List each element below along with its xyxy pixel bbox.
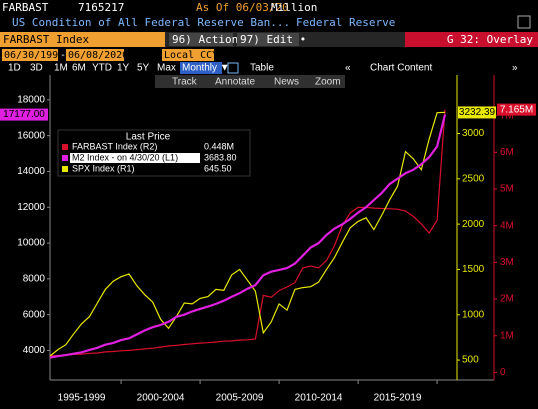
y3-tick-label: 0 bbox=[500, 367, 506, 378]
as-of: As Of 06/03/20 bbox=[196, 1, 289, 14]
y2-tick-label: 500 bbox=[462, 355, 479, 366]
period-button[interactable]: 3D bbox=[30, 63, 43, 74]
function-box bbox=[405, 32, 538, 47]
x-tick-label: 2015-2019 bbox=[374, 393, 422, 404]
y-tick-label: 4000 bbox=[23, 345, 46, 356]
series-line bbox=[49, 109, 446, 357]
last-value-label: 7.165M bbox=[500, 104, 533, 115]
legend-value: 3683.80 bbox=[204, 152, 237, 162]
end-date: 06/08/2020 bbox=[68, 50, 128, 61]
legend-swatch bbox=[62, 166, 68, 172]
last-value: 7165217 bbox=[78, 1, 124, 14]
edit-button[interactable] bbox=[237, 33, 299, 46]
expand[interactable]: » bbox=[512, 63, 518, 74]
y3-tick-label: 2M bbox=[500, 294, 514, 305]
tool-button[interactable]: Annotate bbox=[215, 77, 255, 88]
series-line bbox=[49, 111, 446, 357]
collapse[interactable]: « bbox=[345, 63, 351, 74]
legend-value: 0.448M bbox=[204, 141, 234, 151]
start-date-field[interactable] bbox=[2, 49, 58, 61]
security: FARBAST Index bbox=[3, 33, 89, 46]
start-date: 06/30/1995 bbox=[4, 50, 64, 61]
chart-content[interactable]: Chart Content bbox=[370, 63, 432, 74]
legend-value: 645.50 bbox=[204, 163, 232, 173]
y-tick-label: 18000 bbox=[17, 94, 45, 105]
frequency-button[interactable] bbox=[180, 62, 222, 74]
period-button[interactable]: Max bbox=[157, 63, 176, 74]
x-tick-label: 2005-2009 bbox=[216, 393, 264, 404]
currency: Local CCY bbox=[164, 50, 218, 61]
y-tick-label: 14000 bbox=[17, 166, 45, 177]
function: G 32: Overlay bbox=[447, 33, 533, 46]
y2-tick-label: 2500 bbox=[462, 173, 485, 184]
y2-tick-label: 1500 bbox=[462, 264, 485, 275]
y-tick-label: 6000 bbox=[23, 309, 46, 320]
period-button[interactable]: YTD bbox=[92, 63, 112, 74]
period-button[interactable]: 6M bbox=[72, 63, 86, 74]
table[interactable]: Table bbox=[250, 63, 274, 74]
end-date-field[interactable] bbox=[66, 49, 124, 61]
y-tick-label: 10000 bbox=[17, 238, 45, 249]
period-button[interactable]: 1D bbox=[8, 63, 21, 74]
y2-tick-label: 1000 bbox=[462, 309, 485, 320]
y2-tick-label: 3000 bbox=[462, 128, 485, 139]
period-button[interactable]: 1Y bbox=[117, 63, 130, 74]
legend-swatch bbox=[62, 155, 68, 161]
actions-button[interactable] bbox=[169, 33, 233, 46]
last-value-label: 17177.00 bbox=[3, 109, 45, 120]
x-tick-label: 2000-2004 bbox=[137, 393, 185, 404]
y2-tick-label: 2000 bbox=[462, 219, 485, 230]
source: Federal Reserve bbox=[296, 16, 395, 29]
period-button[interactable]: 5Y bbox=[137, 63, 150, 74]
y3-tick-label: 5M bbox=[500, 184, 514, 195]
legend-label: FARBAST Index (R2) bbox=[72, 141, 157, 151]
legend-swatch bbox=[62, 144, 68, 150]
y3-tick-label: 6M bbox=[500, 147, 514, 158]
x-tick-label: 2010-2014 bbox=[295, 393, 343, 404]
series-line bbox=[49, 114, 447, 359]
tool-button[interactable]: Track bbox=[172, 77, 198, 88]
last-value-tag bbox=[0, 108, 48, 121]
security-field[interactable] bbox=[0, 32, 165, 47]
ticker: FARBAST bbox=[2, 1, 49, 14]
y3-tick-label: 3M bbox=[500, 257, 514, 268]
y3-tick-label: 4M bbox=[500, 220, 514, 231]
legend-label: M2 Index - on 4/30/20 (L1) bbox=[72, 152, 178, 162]
x-tick-label: 1995-1999 bbox=[58, 393, 106, 404]
date-dash: - bbox=[60, 50, 66, 61]
tools-bar bbox=[155, 75, 345, 88]
unit: Million bbox=[271, 1, 317, 14]
y3-tick-label: 1M bbox=[500, 330, 514, 341]
currency-field[interactable] bbox=[162, 49, 214, 61]
y3-tick-label: 7M bbox=[500, 110, 514, 121]
frequency: Monthly ▼ bbox=[182, 63, 230, 74]
tool-button[interactable]: News bbox=[274, 77, 299, 88]
last-value-label: 3232.39 bbox=[459, 107, 496, 118]
actions: 96) Actions • bbox=[172, 33, 258, 46]
y-tick-label: 8000 bbox=[23, 273, 46, 284]
last-value-tag bbox=[497, 103, 536, 116]
legend-highlight bbox=[70, 153, 200, 163]
tool-button[interactable]: Zoom bbox=[315, 77, 341, 88]
period-button[interactable]: 1M bbox=[54, 63, 68, 74]
last-value-tag bbox=[458, 106, 496, 119]
legend-label: SPX Index (R1) bbox=[72, 163, 135, 173]
y-tick-label: 16000 bbox=[17, 130, 45, 141]
y-tick-label: 12000 bbox=[17, 202, 45, 213]
description: US Condition of All Federal Reserve Ban.… bbox=[12, 16, 290, 29]
chart-icon[interactable] bbox=[227, 62, 239, 74]
legend-title: Last Price bbox=[126, 132, 171, 143]
icon[interactable] bbox=[517, 15, 531, 29]
edit: 97) Edit • bbox=[240, 33, 306, 46]
